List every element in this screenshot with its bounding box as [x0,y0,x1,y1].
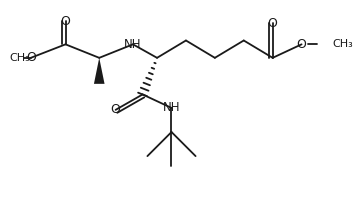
Text: O: O [26,51,36,64]
Text: CH₃: CH₃ [332,39,353,49]
Text: NH: NH [124,38,142,51]
Text: O: O [61,15,70,28]
Text: CH₃: CH₃ [10,53,30,63]
Text: O: O [297,38,307,51]
Text: O: O [111,103,121,116]
Text: O: O [268,17,278,30]
Text: NH: NH [163,101,180,114]
Polygon shape [94,58,104,84]
